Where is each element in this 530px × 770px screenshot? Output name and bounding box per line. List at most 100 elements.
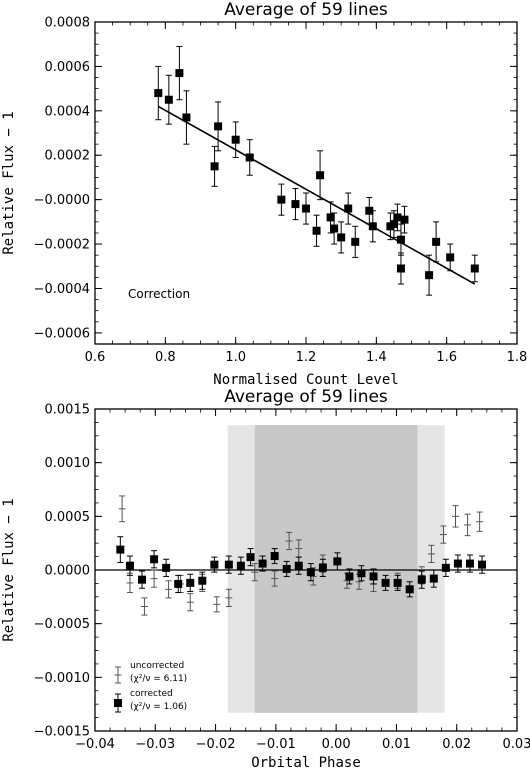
top-fit-line — [157, 105, 476, 285]
bottom-corrected-marker — [441, 563, 450, 572]
bottom-corrected-point — [236, 556, 245, 575]
bottom-uncorrected-point — [427, 544, 435, 563]
top-series-0-point — [396, 223, 405, 256]
top-series-0-marker — [312, 226, 321, 235]
bottom-corrected-point — [393, 574, 402, 591]
bottom-corrected-marker — [236, 561, 245, 570]
top-series-0-marker — [470, 264, 479, 273]
top-series-0-marker — [175, 69, 184, 78]
bottom-corrected-marker — [224, 560, 233, 569]
top-series-0-marker — [344, 204, 353, 213]
bottom-x-tick-label: −0.04 — [75, 737, 115, 752]
bottom-corrected-marker — [405, 585, 414, 594]
bottom-uncorrected-point — [118, 495, 126, 523]
legend-corrected-label: corrected — [130, 689, 173, 699]
top-series-0-marker — [400, 215, 409, 224]
bottom-x-tick-label: −0.01 — [256, 737, 296, 752]
top-series-0-marker — [164, 95, 173, 104]
bottom-uncorrected-point — [186, 593, 194, 612]
bottom-corrected-point — [294, 556, 303, 575]
bottom-uncorrected-point — [165, 580, 173, 599]
top-series-0-marker — [316, 171, 325, 180]
bottom-corrected-marker — [318, 563, 327, 572]
top-y-axis-label: Relative Flux − 1 — [1, 111, 17, 254]
top-series-0-point — [154, 65, 163, 121]
bottom-corrected-marker — [294, 561, 303, 570]
bottom-x-tick-label: 0.03 — [503, 737, 530, 752]
top-series-0-point — [425, 254, 434, 296]
top-y-tick-label: −0.0006 — [34, 326, 90, 341]
bottom-x-axis-label: Orbital Phase — [251, 755, 361, 770]
top-x-tick-label: 0.6 — [85, 350, 106, 365]
top-series-0-point — [312, 214, 321, 247]
top-series-0-marker — [396, 264, 405, 273]
bottom-corrected-point — [174, 574, 183, 594]
top-series-0-point — [277, 183, 286, 216]
bottom-uncorrected-point — [126, 572, 134, 594]
bottom-corrected-point — [150, 550, 159, 569]
top-series-0-point — [396, 252, 405, 285]
top-x-tick-label: 1.0 — [225, 350, 246, 365]
bottom-corrected-point — [116, 536, 125, 563]
legend-corrected-symbol — [114, 699, 122, 707]
bottom-corrected-point — [417, 570, 426, 589]
bottom-y-tick-label: −0.0010 — [34, 671, 90, 686]
top-series-0-marker — [351, 237, 360, 246]
top-series-0-marker — [210, 162, 219, 171]
top-y-tick-label: 0.0004 — [45, 104, 91, 119]
top-series-0-marker — [389, 220, 398, 229]
bottom-corrected-point — [318, 558, 327, 577]
bottom-corrected-point — [306, 563, 315, 582]
bottom-corrected-marker — [478, 560, 487, 569]
top-series-0-marker — [277, 195, 286, 204]
bottom-corrected-marker — [381, 578, 390, 587]
top-series-0-point — [337, 221, 346, 254]
bottom-corrected-point — [258, 555, 267, 572]
bottom-corrected-marker — [198, 576, 207, 585]
bottom-uncorrected-point — [439, 525, 447, 544]
bottom-corrected-point — [224, 555, 233, 574]
bottom-x-tick-label: −0.03 — [135, 737, 175, 752]
top-series-0-point — [432, 221, 441, 263]
top-y-tick-label: −0.0000 — [34, 193, 90, 208]
top-series-0-marker — [368, 222, 377, 231]
bottom-corrected-marker — [246, 553, 255, 562]
top-annotation-correction: Correction — [128, 287, 190, 301]
bottom-corrected-point — [333, 552, 342, 571]
top-series-0-point — [210, 145, 219, 187]
bottom-uncorrected-point — [225, 588, 233, 607]
bottom-corrected-marker — [174, 579, 183, 588]
bottom-corrected-marker — [282, 564, 291, 573]
top-series-0-marker — [337, 233, 346, 242]
bottom-uncorrected-point — [140, 597, 148, 616]
bottom-y-axis-label: Relative Flux − 1 — [1, 498, 17, 641]
bottom-corrected-marker — [345, 572, 354, 581]
bottom-corrected-point — [246, 548, 255, 567]
top-series-0-marker — [231, 135, 240, 144]
bottom-uncorrected-point — [150, 569, 158, 588]
top-x-axis-label: Normalised Count Level — [213, 372, 398, 388]
bottom-corrected-point — [198, 571, 207, 590]
legend-corrected-stat: (χ²/ν = 1.06) — [130, 702, 187, 712]
bottom-chart-title: Average of 59 lines — [224, 387, 388, 407]
top-series-0-marker — [291, 200, 300, 209]
top-chart-title: Average of 59 lines — [224, 0, 388, 20]
bottom-corrected-point — [282, 560, 291, 577]
top-series-0-point — [291, 188, 300, 221]
top-series-0-marker — [182, 113, 191, 122]
bottom-x-tick-label: −0.02 — [196, 737, 236, 752]
top-series-0-point — [302, 192, 310, 225]
top-y-tick-label: 0.0002 — [45, 149, 91, 164]
top-series-0-point — [351, 225, 360, 258]
top-series-0-point — [344, 192, 353, 225]
bottom-uncorrected-point — [285, 531, 293, 551]
top-plot-frame — [94, 21, 518, 345]
top-series-0-marker — [326, 213, 335, 222]
top-series-0-point — [446, 243, 455, 272]
top-plot-area: 0.6 0.8 1.0 1.2 1.4 1.6 1.8 −0.0006 −0.0004 −0.00… — [34, 16, 528, 366]
bottom-corrected-marker — [369, 572, 378, 581]
bottom-y-tick-label: 0.0015 — [45, 403, 91, 418]
bottom-corrected-marker — [138, 575, 147, 584]
bottom-uncorrected-point — [452, 505, 460, 528]
top-x-tick-label: 1.6 — [436, 350, 457, 365]
